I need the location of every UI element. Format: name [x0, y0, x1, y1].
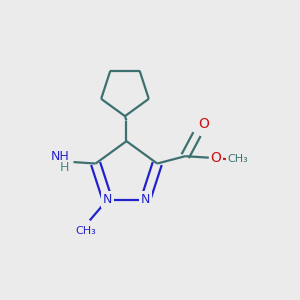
Text: NH: NH	[50, 150, 69, 163]
Text: N: N	[141, 193, 150, 206]
Text: CH₃: CH₃	[75, 226, 96, 236]
Text: CH₃: CH₃	[227, 154, 248, 164]
Text: H: H	[60, 161, 69, 174]
Text: O: O	[199, 117, 209, 130]
Text: O: O	[210, 151, 221, 165]
Text: N: N	[103, 193, 112, 206]
